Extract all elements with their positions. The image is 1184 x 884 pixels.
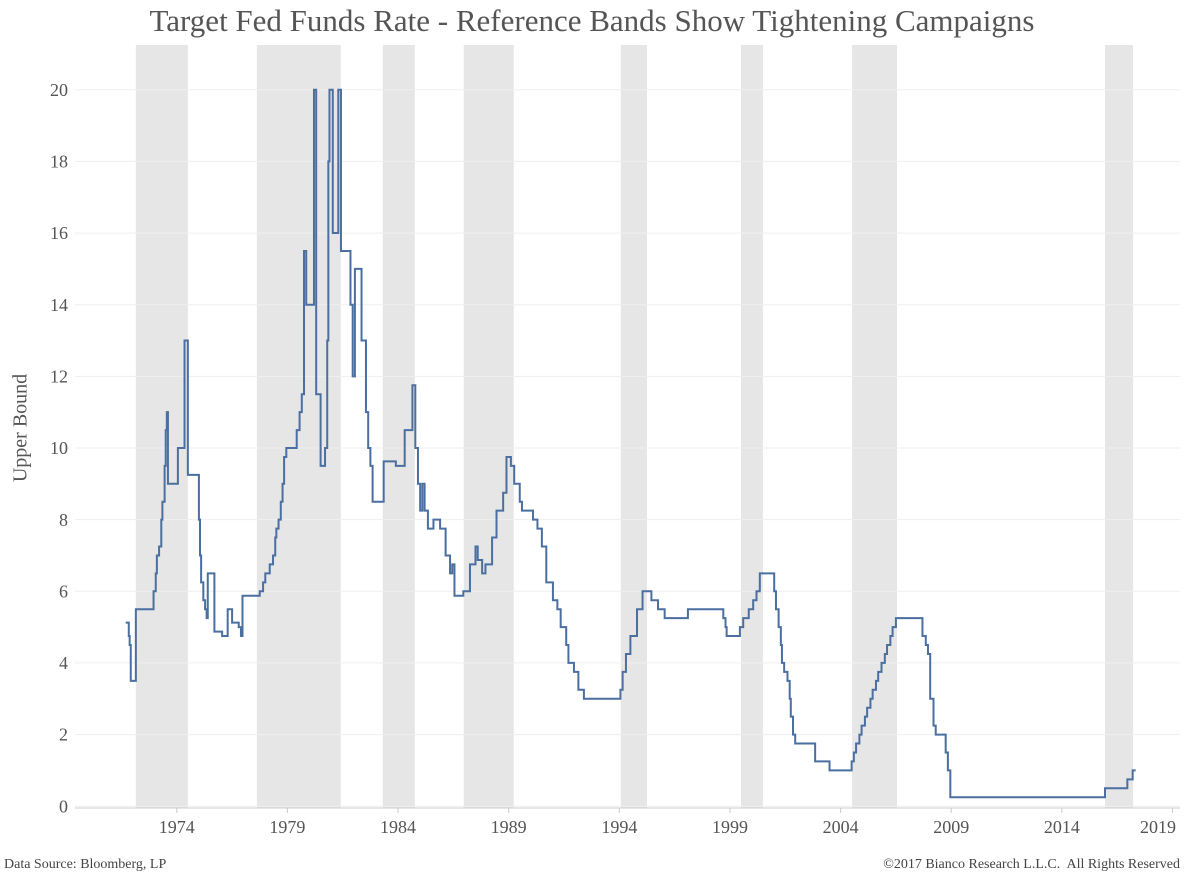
marks bbox=[125, 88, 1136, 799]
y-tick-label: 8 bbox=[59, 510, 68, 530]
y-tick-label: 6 bbox=[59, 581, 68, 601]
y-axis-label: Upper Bound bbox=[10, 374, 32, 482]
y-tick-label: 10 bbox=[50, 438, 68, 458]
chart-title: Target Fed Funds Rate - Reference Bands … bbox=[150, 3, 1035, 38]
x-tick-label: 2009 bbox=[933, 817, 969, 837]
y-tick-label: 0 bbox=[59, 796, 68, 816]
band bbox=[463, 45, 514, 808]
x-tick-label: 1974 bbox=[159, 817, 195, 837]
y-tick-label: 16 bbox=[50, 223, 68, 243]
y-tick-label: 18 bbox=[50, 152, 68, 172]
band bbox=[135, 45, 188, 808]
x-tick-label: 1994 bbox=[601, 817, 637, 837]
x-tick-label: 1989 bbox=[491, 817, 527, 837]
x-tick-label: 2019 bbox=[1140, 817, 1176, 837]
band bbox=[852, 45, 898, 808]
copyright-note: ©2017 Bianco Research L.L.C. All Rights … bbox=[883, 857, 1180, 872]
grid: 0 2 4 6 8 10 12 14 16 18 20 1974 1979 1984 1989 1994 199… bbox=[50, 80, 1180, 837]
y-tick-label: 20 bbox=[50, 80, 68, 100]
y-tick-label: 2 bbox=[59, 725, 68, 745]
band bbox=[620, 45, 647, 808]
x-tick-label: 1984 bbox=[380, 817, 416, 837]
band bbox=[741, 45, 763, 808]
y-tick-label: 14 bbox=[50, 295, 68, 315]
x-tick-label: 2014 bbox=[1044, 817, 1080, 837]
x-tick-label: 1979 bbox=[269, 817, 305, 837]
band bbox=[382, 45, 415, 808]
band bbox=[1104, 45, 1134, 808]
x-tick-label: 1999 bbox=[712, 817, 748, 837]
bands bbox=[135, 45, 1134, 808]
y-tick-label: 12 bbox=[50, 366, 68, 386]
x-tick-label: 2004 bbox=[823, 817, 859, 837]
y-tick-label: 4 bbox=[59, 653, 68, 673]
rate-line bbox=[125, 88, 1136, 799]
source-note: Data Source: Bloomberg, LP bbox=[4, 857, 166, 872]
